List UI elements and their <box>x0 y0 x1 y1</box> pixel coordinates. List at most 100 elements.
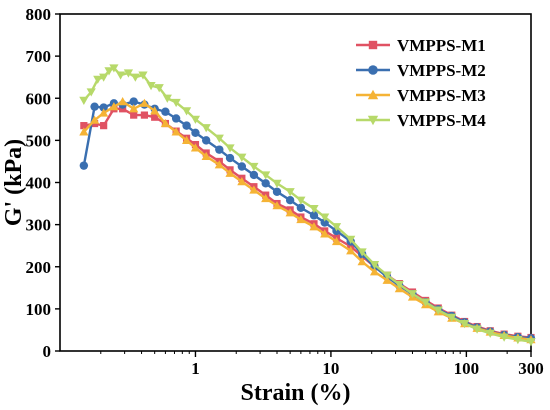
y-tick-label: 300 <box>26 216 52 235</box>
data-point <box>459 320 470 329</box>
data-point <box>171 114 181 123</box>
data-point <box>129 97 138 106</box>
y-tick-label: 0 <box>43 342 52 361</box>
series-vmpps-m4 <box>79 64 536 347</box>
data-point <box>285 195 295 205</box>
data-point <box>119 105 127 113</box>
data-point <box>154 84 164 93</box>
data-point <box>190 115 201 124</box>
data-point <box>309 211 319 220</box>
data-point <box>249 162 259 172</box>
x-tick-label: 1 <box>191 359 200 378</box>
data-point <box>80 122 88 130</box>
data-point <box>309 205 319 214</box>
data-point <box>485 329 495 338</box>
y-tick-label: 700 <box>26 47 52 66</box>
data-point <box>499 333 509 342</box>
data-point <box>181 107 192 116</box>
data-point <box>225 153 235 163</box>
data-point <box>320 229 330 238</box>
legend-item-vmpps-m4: VMPPS-M4 <box>356 111 486 130</box>
data-point <box>394 280 404 290</box>
data-point <box>150 106 160 115</box>
data-point <box>100 122 108 130</box>
data-point <box>201 151 211 160</box>
data-point <box>369 261 380 270</box>
data-point <box>331 223 342 232</box>
data-point <box>115 71 126 80</box>
data-point <box>146 82 156 91</box>
data-point <box>309 222 319 231</box>
data-point <box>201 124 211 133</box>
legend-label: VMPPS-M3 <box>397 86 486 105</box>
data-point <box>171 98 181 108</box>
data-point <box>140 111 149 119</box>
x-axis-title: Strain (%) <box>241 380 351 406</box>
data-point <box>296 203 306 212</box>
data-point <box>472 325 482 334</box>
data-point <box>272 179 282 188</box>
legend-item-vmpps-m2: VMPPS-M2 <box>356 61 486 80</box>
data-point <box>109 64 119 73</box>
data-point <box>513 336 523 345</box>
data-point <box>296 196 306 205</box>
data-point <box>129 104 139 113</box>
x-tick-label: 10 <box>322 359 339 378</box>
data-point <box>296 214 306 224</box>
y-axis-title: G' (kPa) <box>1 139 27 226</box>
data-point <box>249 170 259 180</box>
data-point <box>272 187 282 196</box>
x-tick-label: 300 <box>518 359 544 378</box>
data-point <box>420 298 431 307</box>
data-point <box>160 118 171 128</box>
data-point <box>357 248 367 257</box>
legend-label: VMPPS-M4 <box>397 111 486 130</box>
data-point <box>346 246 356 255</box>
axes-layer: 0 100 200 300 400 500 600 700 800 1 10 100 300 Strain… <box>1 5 544 406</box>
legend-item-vmpps-m3: VMPPS-M3 <box>356 86 486 105</box>
data-point <box>86 88 96 97</box>
data-point <box>130 111 138 119</box>
data-point <box>261 171 271 180</box>
data-point <box>182 121 191 130</box>
data-point <box>201 136 211 145</box>
data-point <box>151 113 159 121</box>
data-point <box>139 98 150 107</box>
data-point <box>118 97 128 106</box>
data-point <box>249 185 259 194</box>
y-tick-label: 500 <box>26 131 52 150</box>
data-point <box>285 188 295 197</box>
data-point <box>447 313 457 322</box>
data-point <box>225 168 235 177</box>
data-point <box>104 67 114 76</box>
data-point <box>407 290 418 299</box>
data-point <box>214 134 224 143</box>
data-point <box>331 236 342 246</box>
data-point <box>79 161 89 170</box>
data-point <box>261 179 270 188</box>
data-point <box>261 193 271 203</box>
data-point <box>79 96 89 105</box>
data-point <box>171 127 181 136</box>
data-point <box>526 338 536 347</box>
legend-label: VMPPS-M2 <box>397 61 486 80</box>
data-point <box>130 73 140 82</box>
data-point <box>237 153 247 162</box>
data-point <box>320 213 330 222</box>
y-tick-label: 600 <box>26 89 52 108</box>
data-point <box>99 103 108 112</box>
data-point <box>237 177 247 186</box>
x-tick-label: 100 <box>454 359 480 378</box>
data-point <box>433 306 443 315</box>
data-point <box>99 73 109 82</box>
data-point <box>272 201 282 210</box>
data-point <box>382 271 392 280</box>
legend-item-vmpps-m1: VMPPS-M1 <box>356 36 486 55</box>
data-point <box>162 94 172 103</box>
y-tick-label: 100 <box>26 300 52 319</box>
data-point <box>369 267 380 276</box>
data-point <box>89 115 100 124</box>
legend-marker <box>367 115 379 126</box>
y-tick-label: 800 <box>26 5 52 24</box>
data-point <box>138 71 148 80</box>
